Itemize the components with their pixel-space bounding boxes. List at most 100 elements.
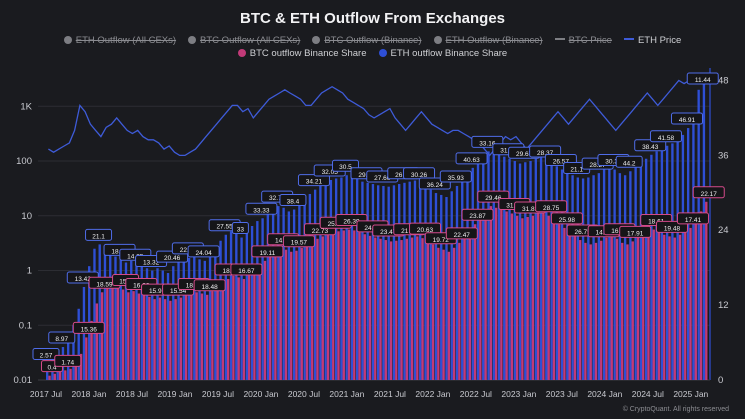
btc-share-bar [605, 237, 608, 380]
btc-share-bar [79, 353, 83, 380]
btc-share-bar [426, 240, 430, 380]
legend-item-btc-outflow-binance-share[interactable]: BTC outflow Binance Share [237, 48, 367, 59]
eth-data-label-box [439, 170, 472, 183]
btc-data-label: 1.74 [61, 359, 74, 366]
btc-share-bar [536, 213, 540, 380]
eth-share-bar [445, 197, 448, 380]
btc-share-bar [705, 201, 708, 380]
x-tick-label: 2025 Jan [673, 389, 708, 399]
x-tick-label: 2024 Jul [632, 389, 664, 399]
btc-share-bar [437, 247, 440, 380]
eth-data-label: 32.05 [322, 169, 339, 176]
eth-data-label: 44.2 [623, 160, 636, 167]
eth-share-bar [581, 178, 585, 380]
btc-share-bar [631, 241, 634, 380]
eth-data-label: 34.21 [306, 179, 323, 186]
eth-share-bar [334, 178, 338, 380]
eth-share-bar [266, 213, 270, 380]
btc-share-bar [584, 242, 587, 380]
eth-share-bar [208, 254, 212, 380]
btc-share-bar [505, 211, 508, 380]
btc-share-bar [642, 234, 645, 380]
eth-data-label-box [245, 202, 278, 215]
eth-share-bar [287, 211, 291, 380]
legend-dot-icon [378, 49, 387, 57]
x-tick-label: 2019 Jan [157, 389, 192, 399]
btc-share-bar [447, 251, 451, 380]
btc-share-bar [563, 227, 566, 380]
btc-share-bar [347, 229, 351, 380]
eth-share-bar [623, 175, 627, 380]
eth-data-label: 33.16 [479, 140, 496, 147]
btc-share-bar [321, 236, 324, 380]
btc-share-bar [442, 249, 445, 380]
eth-data-label-box [615, 155, 643, 168]
btc-share-bar [205, 294, 209, 380]
eth-share-bar [245, 229, 249, 380]
eth-data-label: 46.91 [679, 117, 696, 124]
eth-share-bar [671, 143, 674, 380]
legend-item-btc-outflow-binance[interactable]: BTC Outflow (Binance) [312, 35, 422, 46]
legend-label: BTC outflow Binance Share [249, 48, 367, 59]
eth-data-label-box [686, 72, 719, 85]
eth-share-bar [292, 209, 296, 380]
btc-share-bar [163, 299, 167, 380]
btc-data-label: 15.36 [81, 326, 98, 333]
eth-data-label: 36.24 [427, 182, 444, 189]
y-right-tick-label: 36 [718, 150, 729, 161]
eth-share-bar [350, 176, 354, 380]
btc-share-bar [353, 230, 356, 380]
x-tick-label: 2022 Jul [460, 389, 492, 399]
btc-share-bar [200, 293, 204, 380]
eth-share-bar [513, 161, 516, 380]
btc-share-bar [547, 215, 550, 380]
eth-share-bar [476, 163, 480, 380]
legend-dot-icon [237, 49, 246, 57]
eth-data-label-box [85, 228, 113, 241]
btc-share-bar [342, 230, 345, 380]
legend-item-btc-outflow-all-cexs[interactable]: BTC Outflow (All CEXs) [188, 35, 300, 46]
btc-data-label: 20.63 [417, 227, 434, 234]
btc-share-bar [269, 256, 272, 380]
btc-share-bar [53, 373, 56, 380]
eth-data-label: 29.67 [516, 151, 533, 158]
legend-line-swatch-icon [554, 38, 565, 40]
btc-share-bar [652, 229, 655, 380]
eth-data-label-box [649, 130, 682, 143]
eth-share-bar [271, 209, 275, 380]
eth-data-label: 24.04 [195, 250, 212, 257]
btc-share-bar [190, 293, 193, 380]
btc-data-label: 26.75 [575, 229, 592, 236]
btc-share-bar [242, 278, 246, 380]
btc-share-bar [74, 363, 77, 380]
legend-item-eth-price[interactable]: ETH Price [623, 35, 681, 46]
btc-share-bar [95, 303, 99, 380]
btc-share-bar [148, 296, 151, 380]
btc-share-bar [542, 211, 545, 380]
btc-share-bar [316, 238, 319, 380]
btc-share-bar [332, 232, 335, 380]
eth-share-bar [93, 248, 96, 380]
btc-share-bar [431, 244, 435, 380]
btc-share-bar [610, 236, 613, 380]
eth-share-bar [634, 166, 637, 380]
btc-data-label-box [461, 208, 494, 221]
legend-item-btc-price[interactable]: BTC Price [554, 35, 612, 46]
legend-row-1: ETH Outflow (All CEXs) BTC Outflow (All C… [0, 35, 745, 46]
btc-share-bar [158, 297, 162, 380]
btc-share-bar [211, 291, 214, 380]
btc-share-bar [494, 207, 498, 380]
eth-data-label-box [455, 152, 488, 165]
legend-item-eth-outflow-all-cexs[interactable]: ETH Outflow (All CEXs) [63, 35, 176, 46]
btc-share-bar [557, 224, 561, 380]
btc-share-bar [526, 216, 529, 380]
legend-item-eth-outflow-binance[interactable]: ETH Outflow (Binance) [433, 35, 543, 46]
btc-share-bar [463, 236, 466, 380]
btc-share-bar [416, 236, 419, 380]
eth-share-bar [608, 167, 611, 380]
btc-data-label-box [445, 227, 478, 240]
btc-data-label: 19.72 [433, 237, 450, 244]
eth-share-bar [655, 151, 658, 380]
legend-item-eth-outflow-binance-share[interactable]: ETH outflow Binance Share [378, 48, 507, 59]
